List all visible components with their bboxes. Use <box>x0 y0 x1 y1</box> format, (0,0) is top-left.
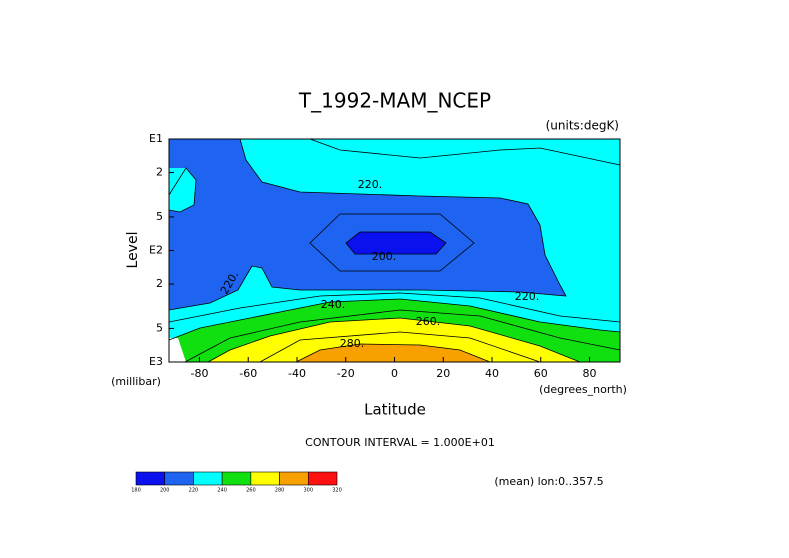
contour-interval: CONTOUR INTERVAL = 1.000E+01 <box>305 436 495 449</box>
x-tick-label: -60 <box>239 367 257 380</box>
contour-label: 220. <box>515 290 540 303</box>
contour-fill <box>346 232 446 254</box>
chart-title: T_1992-MAM_NCEP <box>298 89 491 113</box>
y-tick-label: E3 <box>149 355 163 368</box>
x-tick-label: 0 <box>391 367 398 380</box>
contour-line <box>295 343 491 363</box>
contour-line <box>168 292 621 323</box>
colorbar-label: 180 <box>131 488 141 494</box>
contour-line <box>168 298 621 341</box>
colorbar-label: 280 <box>275 488 285 494</box>
x-tick-label: 60 <box>534 367 548 380</box>
y-tick-label: E1 <box>149 132 163 145</box>
x-tick-label: -80 <box>190 367 208 380</box>
contour-label: 240. <box>321 298 346 311</box>
contour-fill <box>169 139 566 310</box>
colorbar-label: 260 <box>246 488 256 494</box>
colorbar-label: 240 <box>217 488 227 494</box>
x-tick-label: -40 <box>288 367 306 380</box>
x-tick-label: 20 <box>436 367 450 380</box>
colorbar-box <box>193 471 223 486</box>
y-tick-label: 5 <box>156 321 163 334</box>
footnote: (mean) lon:0..357.5 <box>494 475 603 488</box>
x-tick-label: -20 <box>337 367 355 380</box>
colorbar-label: 220 <box>189 488 199 494</box>
contour-label: 200. <box>372 250 397 263</box>
x-tick-label: 40 <box>485 367 499 380</box>
contour-label: 280. <box>340 337 365 350</box>
colorbar-box <box>250 471 280 486</box>
contour-line <box>184 309 621 363</box>
contour-line <box>168 138 567 311</box>
colorbar-box <box>221 471 252 486</box>
colorbar-box <box>135 471 166 486</box>
contour-line <box>345 231 447 255</box>
contour-line <box>207 317 581 363</box>
y-unit-label: (millibar) <box>111 375 161 388</box>
contour-line <box>309 213 475 272</box>
colorbar-box <box>307 471 338 486</box>
units-label: (units:degK) <box>546 119 619 133</box>
missing-data <box>169 338 186 362</box>
y-tick-label: E2 <box>149 244 163 257</box>
contour-line <box>259 331 541 363</box>
colorbar-label: 200 <box>160 488 170 494</box>
x-tick-label: 80 <box>583 367 597 380</box>
y-axis-label: Level <box>125 232 141 269</box>
contour-label: 220. <box>358 178 383 191</box>
contour-label: 260. <box>416 315 441 328</box>
y-tick-label: 5 <box>156 210 163 223</box>
plot-area: 220.200.220.240.220.260.280. <box>168 138 621 363</box>
contour-fill <box>296 344 490 362</box>
colorbar-label: 300 <box>304 488 314 494</box>
colorbar-box <box>164 471 194 486</box>
contour-fill <box>169 168 196 212</box>
colorbar-box <box>279 471 309 486</box>
colorbar-label: 320 <box>332 488 342 494</box>
y-tick-label: 2 <box>156 277 163 290</box>
contour-line <box>309 138 621 166</box>
contour-line <box>168 167 197 213</box>
x-axis-label: Latitude <box>364 401 426 419</box>
x-unit-label: (degrees_north) <box>539 383 627 396</box>
y-tick-label: 2 <box>156 166 163 179</box>
